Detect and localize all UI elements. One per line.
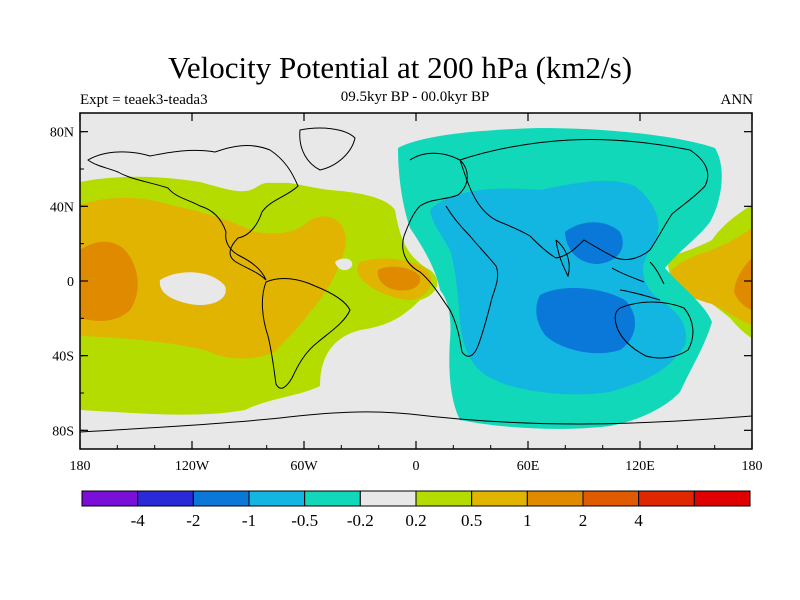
y-tick-label: 80N xyxy=(50,126,74,141)
europe-africa-coast xyxy=(402,152,499,357)
map-subtitle: 09.5kyr BP - 00.0kyr BP xyxy=(340,89,490,105)
y-axis-ticks: 80N 40N 0 40S 80S xyxy=(50,126,752,439)
colorbar-swatch xyxy=(137,490,194,507)
colorbar-swatch xyxy=(693,490,751,507)
colorbar-label: 0.5 xyxy=(461,511,482,530)
contour-hole-pacific xyxy=(159,272,226,306)
colorbar-label: -4 xyxy=(131,511,146,530)
contour-pos-1 xyxy=(80,241,138,321)
y-tick-label: 40S xyxy=(52,350,74,365)
colorbar: -4 -2 -1 -0.5 -0.2 0.2 0.5 1 2 4 xyxy=(81,490,751,530)
x-tick-label: 120E xyxy=(625,459,655,474)
colorbar-swatch xyxy=(192,490,250,507)
colorbar-swatch xyxy=(415,490,473,507)
x-tick-label: 120W xyxy=(175,459,210,474)
map-title: Velocity Potential at 200 hPa (km2/s) xyxy=(167,50,633,85)
contour-pos-1-atl xyxy=(377,266,421,291)
greenland-coast xyxy=(299,127,356,171)
x-tick-label: 60W xyxy=(290,459,318,474)
season-label: ANN xyxy=(720,92,754,108)
colorbar-label: -1 xyxy=(242,511,256,530)
contour-fields xyxy=(80,113,752,429)
contour-hole-carib xyxy=(335,258,353,271)
y-tick-label: 40N xyxy=(50,200,74,215)
colorbar-label: 0.2 xyxy=(405,511,426,530)
colorbar-label: 4 xyxy=(634,511,643,530)
south-america-coast xyxy=(261,278,351,389)
colorbar-label: 1 xyxy=(523,511,532,530)
coastlines xyxy=(80,127,752,433)
x-tick-label: 0 xyxy=(413,459,420,474)
colorbar-label: -0.5 xyxy=(291,511,318,530)
india-coast xyxy=(555,239,570,278)
colorbar-swatch xyxy=(582,490,640,507)
contour-hole-arctic xyxy=(80,113,395,200)
colorbar-swatch xyxy=(471,490,528,507)
contour-pos-1-east xyxy=(734,258,752,310)
australia-coast xyxy=(614,301,694,359)
colorbar-swatch xyxy=(304,490,361,507)
colorbar-swatch xyxy=(248,490,306,507)
contour-neg-1-b xyxy=(536,287,636,354)
experiment-label: Expt = teaek3-teada3 xyxy=(80,92,208,108)
seasia-islands xyxy=(611,261,665,301)
x-tick-label: 60E xyxy=(517,459,540,474)
antarctica-coast xyxy=(80,411,752,433)
y-tick-label: 0 xyxy=(67,275,74,290)
colorbar-swatch xyxy=(359,490,417,507)
colorbar-swatch xyxy=(81,490,139,507)
colorbar-label: -0.2 xyxy=(347,511,374,530)
colorbar-label: 2 xyxy=(579,511,588,530)
x-tick-label: 180 xyxy=(742,459,763,474)
contour-pos-05-east xyxy=(668,228,752,325)
north-america-coast xyxy=(87,145,299,281)
asia-coast xyxy=(459,138,709,261)
y-tick-label: 80S xyxy=(52,424,74,439)
colorbar-swatch xyxy=(526,490,584,507)
colorbar-label: -2 xyxy=(186,511,200,530)
x-axis-ticks: 180 120W 60W 0 60E 120E 180 xyxy=(70,113,763,474)
colorbar-swatch xyxy=(638,490,695,507)
x-tick-label: 180 xyxy=(70,459,91,474)
